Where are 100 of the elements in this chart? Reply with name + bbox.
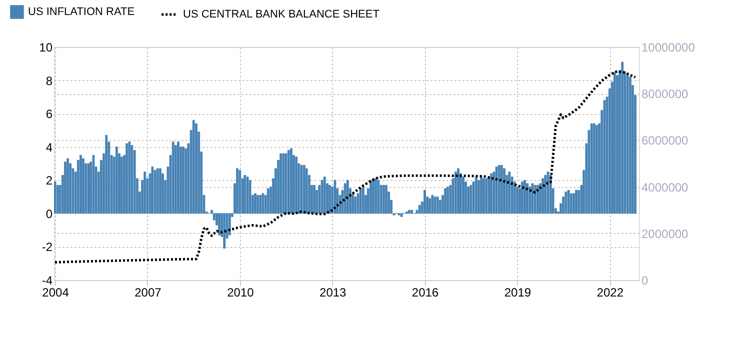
y2-tick-label: 10000000 <box>642 40 696 54</box>
bar <box>144 172 146 214</box>
bar <box>192 120 195 214</box>
bar <box>418 204 421 214</box>
bar <box>498 164 500 214</box>
x-tick-label: 2013 <box>320 286 347 300</box>
bar <box>431 194 434 214</box>
bar <box>284 153 288 214</box>
bar <box>344 183 346 214</box>
bar <box>359 188 362 214</box>
bar <box>151 166 154 214</box>
x-tick-label: 2010 <box>227 286 254 300</box>
bar <box>87 163 90 214</box>
bar <box>266 188 270 214</box>
bar <box>621 62 624 214</box>
bar <box>542 178 544 214</box>
bar <box>546 172 550 214</box>
bar <box>174 144 177 214</box>
bar <box>457 168 460 214</box>
bar <box>362 186 364 214</box>
bar <box>382 184 385 214</box>
bar <box>474 176 478 214</box>
bar <box>626 75 629 214</box>
bar <box>105 135 108 214</box>
bar <box>575 190 578 214</box>
bar <box>313 184 316 214</box>
bar <box>490 173 493 214</box>
bar <box>570 193 572 214</box>
bar <box>596 125 598 214</box>
bar <box>434 196 436 214</box>
bar <box>346 180 349 214</box>
bar <box>526 183 529 214</box>
bar <box>567 190 570 214</box>
bar <box>444 188 447 214</box>
bar <box>603 100 606 214</box>
bar <box>446 186 450 214</box>
bar <box>354 196 357 214</box>
y-tick-label: 10 <box>39 40 53 54</box>
bar <box>115 146 118 214</box>
bar <box>477 180 480 214</box>
bar <box>572 193 575 214</box>
bar <box>462 176 464 214</box>
bar <box>195 123 198 214</box>
bar <box>508 172 511 214</box>
bar <box>528 186 532 214</box>
bar <box>256 194 259 214</box>
y2-tick-label: 0 <box>642 274 648 288</box>
bar <box>238 170 242 214</box>
x-tick-label: 2016 <box>412 286 439 300</box>
bar <box>424 190 426 214</box>
bar <box>488 176 490 214</box>
bar <box>613 72 616 214</box>
bar <box>305 168 308 214</box>
bar <box>130 144 134 214</box>
y-tick-label: 8 <box>46 74 53 88</box>
bar <box>246 176 249 214</box>
bar <box>524 180 526 214</box>
bar <box>82 158 84 214</box>
y2-tick-label: 6000000 <box>642 134 689 148</box>
bar <box>534 184 536 214</box>
bar <box>428 198 431 214</box>
y2-tick-label: 2000000 <box>642 226 689 241</box>
bar <box>159 168 162 214</box>
bar <box>218 213 220 236</box>
bar <box>408 210 410 214</box>
bar <box>177 142 180 214</box>
y-tick-label: -2 <box>42 240 53 254</box>
y-tick-label: 4 <box>46 140 53 154</box>
x-tick-label: 2004 <box>42 286 70 300</box>
bar <box>259 194 262 214</box>
bar <box>495 166 498 214</box>
y-tick-label: -4 <box>42 274 53 288</box>
bar <box>92 154 95 214</box>
bar <box>300 164 303 214</box>
bar <box>223 213 226 249</box>
bar <box>410 210 414 214</box>
bar <box>64 162 66 214</box>
y2-tick-label: 8000000 <box>642 87 689 102</box>
bar <box>592 123 596 214</box>
bar <box>334 180 336 214</box>
y-tick-label: 2 <box>46 174 53 188</box>
bar <box>590 123 593 214</box>
bar <box>248 180 252 214</box>
bar <box>485 178 488 214</box>
bar <box>564 192 568 214</box>
bar <box>290 148 292 214</box>
bar <box>126 143 128 214</box>
bar <box>262 193 264 214</box>
bar <box>377 180 380 214</box>
bar <box>54 182 56 214</box>
bar <box>480 176 482 214</box>
legend-label: US CENTRAL BANK BALANCE SHEET <box>183 8 380 20</box>
bar <box>172 142 174 214</box>
bar <box>503 168 506 214</box>
bar <box>531 183 534 214</box>
bar <box>182 146 185 214</box>
bar <box>436 196 439 214</box>
bar <box>280 153 282 214</box>
bar <box>236 168 239 214</box>
bar <box>282 153 285 214</box>
